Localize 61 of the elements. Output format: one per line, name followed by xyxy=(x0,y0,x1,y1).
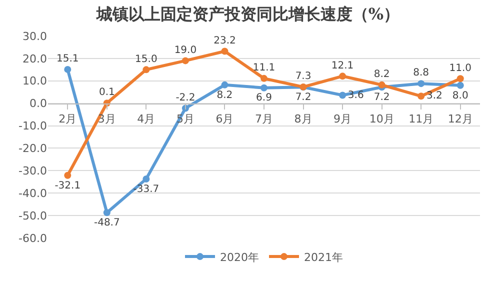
data-label: 8.0 xyxy=(452,90,468,102)
point xyxy=(456,82,464,89)
point xyxy=(418,80,425,88)
point xyxy=(221,81,228,88)
data-label: 8.8 xyxy=(413,68,430,79)
y-tick-label: -50.0 xyxy=(18,209,47,222)
data-label: 7.3 xyxy=(295,71,312,82)
data-label: 6.9 xyxy=(256,92,272,104)
x-tick-label: 11月 xyxy=(408,112,434,126)
data-label: 7.2 xyxy=(374,92,390,104)
y-tick-label: 20.0 xyxy=(22,52,47,66)
y-tick-label: -10.0 xyxy=(18,120,47,133)
point xyxy=(103,209,110,216)
data-label: 8.2 xyxy=(216,90,233,101)
x-tick-label: 2月 xyxy=(58,112,77,126)
point xyxy=(260,84,268,92)
data-label: -33.7 xyxy=(133,184,160,195)
data-label: 11.0 xyxy=(449,62,472,74)
x-tick-label: 6月 xyxy=(216,112,234,126)
legend-label: 2020年 xyxy=(220,250,259,264)
data-label: -48.7 xyxy=(94,218,120,229)
data-label: -2.2 xyxy=(176,92,196,104)
data-label: 3.2 xyxy=(426,90,442,102)
point xyxy=(221,48,228,55)
point xyxy=(378,81,386,88)
x-tick-label: 9月 xyxy=(334,112,352,126)
data-label: 15.0 xyxy=(135,54,158,65)
point xyxy=(418,92,425,100)
y-tick-label: -60.0 xyxy=(18,232,47,245)
x-tick-label: 7月 xyxy=(255,112,273,126)
y-tick-label: -30.0 xyxy=(18,164,47,178)
point xyxy=(64,66,72,73)
chart-title: 城镇以上固定资产投资同比增长速度（%） xyxy=(95,4,400,24)
legend-label: 2021年 xyxy=(304,250,343,264)
point xyxy=(182,57,189,64)
x-tick-label: 3月 xyxy=(98,112,116,126)
y-tick-label: -40.0 xyxy=(18,186,47,200)
data-label: 7.2 xyxy=(295,92,312,104)
data-label: 0.1 xyxy=(98,87,115,98)
point xyxy=(339,72,346,80)
data-label: 8.2 xyxy=(374,69,390,80)
y-tick-label: 0.0 xyxy=(30,97,47,110)
point xyxy=(64,172,72,179)
data-label: 12.1 xyxy=(331,60,354,72)
y-tick-label: 30.0 xyxy=(22,30,47,43)
y-tick-label: -20.0 xyxy=(18,142,47,156)
point xyxy=(339,92,346,99)
point xyxy=(260,74,268,82)
x-tick-label: 4月 xyxy=(137,112,156,126)
data-label: 11.1 xyxy=(252,62,276,74)
data-label: 15.1 xyxy=(56,54,79,65)
data-label: -32.1 xyxy=(54,180,81,192)
point xyxy=(142,66,150,74)
point xyxy=(456,75,464,82)
x-tick-label: 8月 xyxy=(294,112,312,126)
point xyxy=(142,175,150,182)
y-tick-label: 10.0 xyxy=(22,74,47,88)
data-label: 23.2 xyxy=(214,35,236,46)
x-tick-label: 10月 xyxy=(369,112,394,126)
data-label: 19.0 xyxy=(174,44,197,56)
x-tick-label: 12月 xyxy=(448,112,473,126)
